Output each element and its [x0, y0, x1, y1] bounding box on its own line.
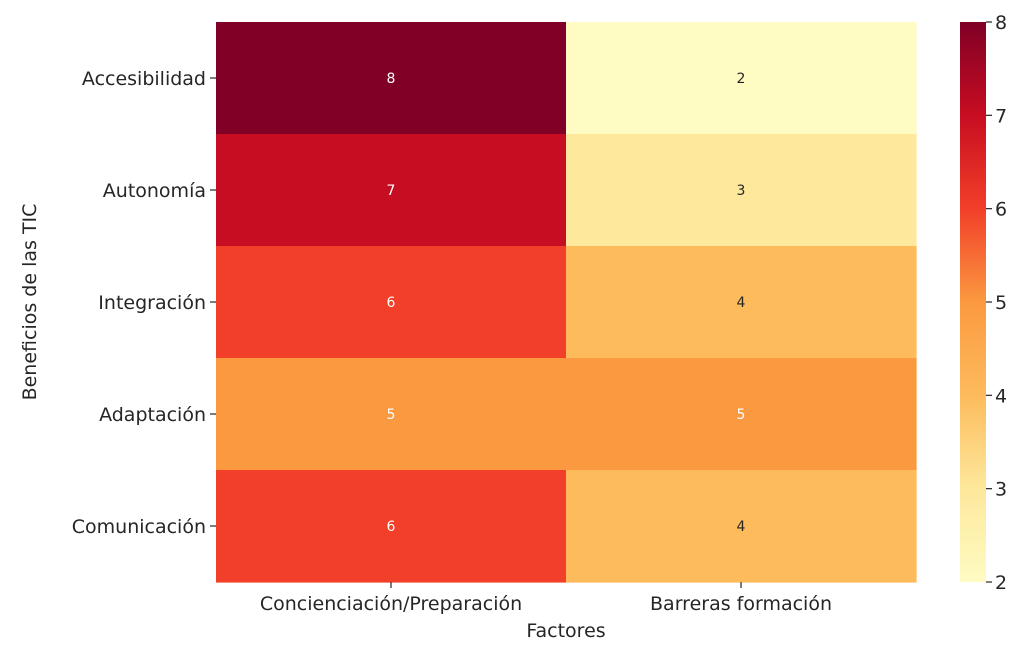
heatmap-cell [216, 134, 567, 247]
y-axis: Accesibilidad Autonomía Integración Adaptac… [72, 68, 216, 538]
x-tick-label: Concienciación/Preparación [260, 593, 522, 615]
y-axis-title: Beneficios de las TIC [19, 204, 41, 401]
heatmap-cell [566, 134, 917, 247]
cell-value-label: 8 [387, 71, 396, 87]
heatmap-cell [566, 246, 917, 359]
colorbar-tick-label: 5 [995, 292, 1007, 314]
cell-value-label: 5 [387, 407, 396, 423]
cell-value-label: 4 [737, 295, 746, 311]
heatmap-cells [216, 22, 917, 583]
heatmap-cell-labels: 8 2 7 3 6 4 5 5 6 4 [387, 71, 746, 535]
y-tick-label: Autonomía [103, 180, 206, 202]
y-tick-label: Integración [98, 292, 206, 314]
y-tick-label: Adaptación [99, 404, 206, 426]
colorbar-gradient [960, 22, 986, 582]
colorbar-tick-label: 7 [995, 105, 1007, 127]
x-axis: Concienciación/Preparación Barreras forma… [260, 582, 832, 615]
y-tick-label: Accesibilidad [82, 68, 206, 90]
x-tick-label: Barreras formación [650, 593, 832, 615]
colorbar: 2 3 4 5 6 7 8 [960, 12, 1007, 594]
x-axis-title: Factores [526, 620, 605, 642]
heatmap-cell [566, 470, 917, 583]
heatmap-cell [566, 22, 917, 135]
colorbar-tick-label: 6 [995, 199, 1007, 221]
heatmap-cell [216, 246, 567, 359]
heatmap-cell [216, 470, 567, 583]
colorbar-tick-label: 8 [995, 12, 1007, 34]
heatmap-cell [216, 22, 567, 135]
cell-value-label: 2 [737, 71, 746, 87]
colorbar-tick-label: 2 [995, 572, 1007, 594]
cell-value-label: 6 [387, 519, 396, 535]
colorbar-tick-label: 3 [995, 479, 1007, 501]
colorbar-tick-label: 4 [995, 385, 1007, 407]
y-tick-label: Comunicación [72, 516, 206, 538]
cell-value-label: 6 [387, 295, 396, 311]
cell-value-label: 3 [737, 183, 746, 199]
heatmap-cell [566, 358, 917, 471]
cell-value-label: 7 [387, 183, 396, 199]
heatmap-cell [216, 358, 567, 471]
cell-value-label: 4 [737, 519, 746, 535]
cell-value-label: 5 [737, 407, 746, 423]
